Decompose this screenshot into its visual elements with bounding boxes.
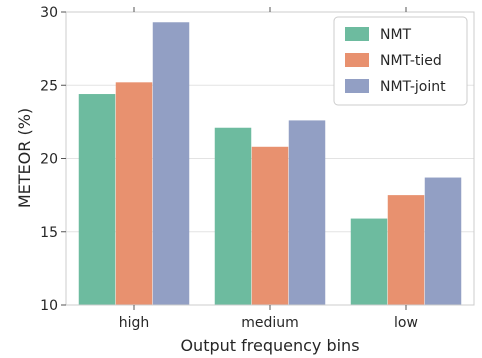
legend-swatch-nmt-tied (345, 53, 369, 67)
bar-nmt-joint-medium (288, 120, 326, 305)
x-axis-label: Output frequency bins (180, 336, 359, 355)
x-tick-label: medium (241, 315, 299, 331)
y-tick-label: 10 (40, 298, 58, 314)
bar-nmt-high (78, 94, 116, 305)
bar-nmt-medium (214, 127, 252, 305)
legend-label-nmt: NMT (380, 27, 412, 43)
y-tick-label: 25 (40, 78, 58, 94)
x-tick-label: high (119, 315, 150, 331)
bar-nmt-joint-high (152, 22, 190, 305)
bar-nmt-tied-low (387, 195, 425, 305)
y-tick-labels: 10 15 20 25 30 (40, 5, 66, 314)
x-tick-label: low (394, 315, 418, 331)
y-tick-label: 30 (40, 5, 58, 21)
legend: NMT NMT-tied NMT-joint (333, 16, 468, 106)
bar-nmt-tied-medium (251, 146, 289, 305)
bar-nmt-joint-low (424, 177, 462, 305)
bar-nmt-tied-high (115, 82, 153, 305)
y-tick-label: 20 (40, 152, 58, 168)
legend-label-nmt-joint: NMT-joint (380, 79, 446, 95)
bar-nmt-low (350, 218, 388, 305)
y-tick-label: 15 (40, 225, 58, 241)
bars (78, 22, 462, 305)
y-axis-label: METEOR (%) (15, 108, 34, 208)
legend-swatch-nmt (345, 27, 369, 41)
legend-swatch-nmt-joint (345, 79, 369, 93)
x-tick-labels: high medium low (119, 7, 418, 331)
legend-label-nmt-tied: NMT-tied (380, 53, 442, 69)
